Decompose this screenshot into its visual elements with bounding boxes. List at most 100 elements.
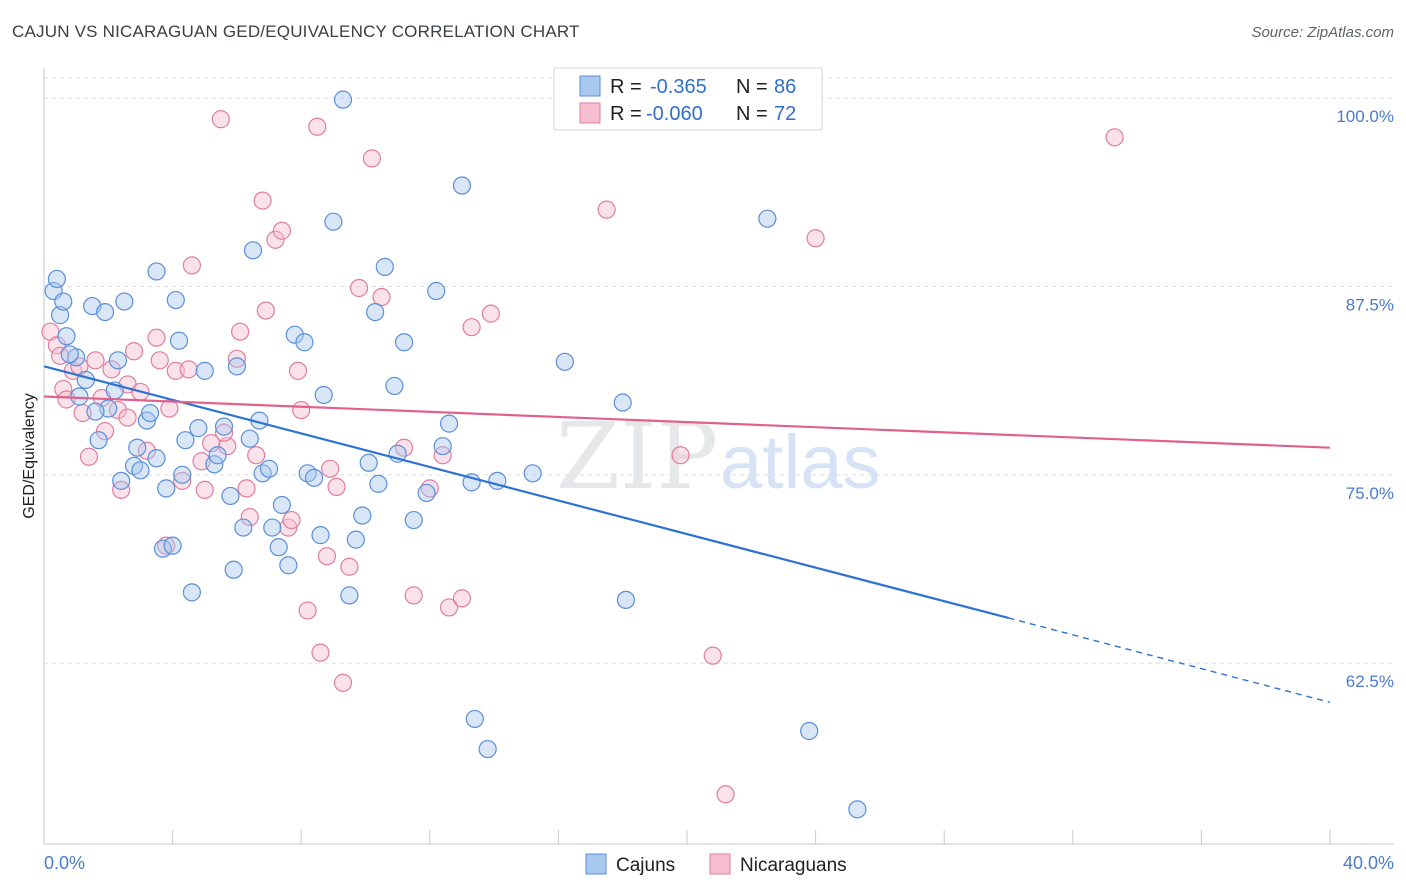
cajun-point bbox=[353, 506, 372, 525]
cajun-point bbox=[208, 446, 227, 465]
cajun-point bbox=[417, 483, 436, 503]
cajun-point bbox=[163, 536, 182, 555]
cajun-point bbox=[272, 495, 292, 515]
nicaraguan-point bbox=[47, 336, 66, 355]
cajun-point bbox=[800, 721, 819, 741]
nicaraguan-point bbox=[806, 229, 825, 248]
nicaraguan-point bbox=[349, 278, 369, 298]
nicaraguan-point bbox=[179, 360, 198, 379]
cajun-point bbox=[131, 461, 150, 480]
cajun-point bbox=[394, 333, 414, 352]
cajun-point bbox=[359, 453, 378, 472]
nicaraguan-point bbox=[214, 423, 234, 442]
cajun-point bbox=[555, 352, 574, 371]
cajun-point bbox=[234, 518, 253, 537]
nicaraguan-point bbox=[327, 477, 346, 496]
nicaraguan-point bbox=[308, 117, 327, 136]
bottom-legend-label-nicaraguans: Nicaraguans bbox=[740, 855, 847, 876]
y-tick-label: 75.0% bbox=[1346, 484, 1394, 503]
nicaraguan-point bbox=[150, 351, 169, 370]
nicaraguan-point bbox=[50, 346, 70, 365]
cajun-point bbox=[613, 393, 632, 412]
nicaraguan-point bbox=[173, 471, 192, 490]
chart-title: CAJUN VS NICARAGUAN GED/EQUIVALENCY CORR… bbox=[12, 22, 580, 41]
cajun-point bbox=[112, 471, 131, 490]
nicaraguan-point bbox=[227, 349, 246, 368]
cajun-point bbox=[128, 438, 147, 457]
nicaraguan-point bbox=[716, 785, 735, 804]
nicaraguan-point bbox=[362, 149, 382, 168]
nicaraguan-point bbox=[108, 400, 128, 420]
cajun-point bbox=[70, 387, 89, 406]
nicaraguan-point bbox=[102, 360, 121, 379]
nicaraguan-point bbox=[317, 547, 337, 566]
cajun-point bbox=[166, 290, 185, 310]
cajun-point bbox=[295, 333, 314, 352]
nicaraguan-point bbox=[211, 110, 230, 129]
nicaraguan-point bbox=[247, 446, 266, 465]
cajun-point bbox=[221, 486, 240, 506]
cajun-point bbox=[259, 459, 279, 478]
x-tick-label-max: 40.0% bbox=[1343, 853, 1394, 873]
nicaraguan-point bbox=[182, 256, 201, 275]
cajun-point bbox=[54, 292, 73, 311]
legend-r-value-cajuns: -0.365 bbox=[650, 76, 707, 98]
cajun-point bbox=[523, 464, 542, 483]
nicaraguan-point bbox=[321, 459, 340, 478]
cajun-point bbox=[285, 325, 304, 344]
nicaraguan-point bbox=[95, 422, 115, 441]
cajun-point bbox=[333, 90, 353, 109]
cajun-point bbox=[340, 586, 359, 605]
nicaraguan-point bbox=[256, 301, 275, 320]
cajun-point bbox=[314, 385, 333, 405]
cajun-point bbox=[324, 212, 343, 231]
legend-n-value-nicaraguans: 72 bbox=[774, 103, 796, 125]
nicaraguan-point bbox=[272, 221, 292, 240]
legend-n-label-nicaraguans: N = bbox=[736, 103, 768, 125]
nicaraguan-point bbox=[333, 673, 353, 692]
cajun-point bbox=[108, 351, 128, 370]
source-label: Source: ZipAtlas.com bbox=[1251, 24, 1394, 41]
nicaraguan-point bbox=[671, 446, 690, 465]
cajun-point bbox=[465, 709, 484, 729]
nicaraguans-points bbox=[41, 110, 1124, 804]
legend-swatch-nicaraguans bbox=[579, 102, 601, 124]
cajun-point bbox=[173, 465, 192, 484]
cajun-point bbox=[115, 292, 134, 311]
nicaraguan-point bbox=[703, 646, 722, 665]
nicaraguan-point bbox=[118, 408, 137, 427]
legend-r-label-cajuns: R = bbox=[610, 76, 642, 98]
legend-n-label-cajuns: N = bbox=[736, 76, 768, 98]
cajun-point bbox=[439, 414, 459, 433]
nicaraguan-point bbox=[231, 322, 250, 341]
cajun-point bbox=[346, 530, 365, 549]
nicaraguan-point bbox=[253, 191, 272, 210]
cajun-point bbox=[47, 269, 66, 289]
trend-lines bbox=[43, 365, 1331, 704]
cajun-point bbox=[375, 257, 394, 276]
cajun-point bbox=[404, 510, 423, 530]
legend-swatch-cajuns bbox=[579, 75, 601, 97]
cajun-point bbox=[147, 449, 166, 468]
nicaraguan-point bbox=[266, 230, 285, 249]
cajun-point bbox=[369, 474, 388, 493]
nicaraguan-point bbox=[86, 351, 105, 370]
nicaraguan-point bbox=[147, 328, 166, 347]
cajun-point bbox=[182, 583, 201, 602]
x-tick-label-min: 0.0% bbox=[44, 853, 85, 873]
cajun-trend-line bbox=[43, 365, 1009, 620]
grid-lines bbox=[44, 77, 1394, 664]
nicaraguan-point bbox=[288, 361, 308, 380]
cajun-point bbox=[60, 345, 79, 364]
cajun-point bbox=[214, 417, 234, 436]
nicaraguan-point bbox=[462, 318, 481, 337]
y-axis-label: GED/Equivalency bbox=[21, 393, 38, 518]
cajun-point bbox=[616, 590, 636, 609]
cajun-point bbox=[385, 376, 404, 396]
cajun-point bbox=[89, 431, 108, 450]
nicaraguan-point bbox=[292, 400, 311, 420]
cajun-point bbox=[304, 468, 324, 487]
cajun-point bbox=[263, 518, 282, 537]
cajun-point bbox=[224, 560, 243, 579]
